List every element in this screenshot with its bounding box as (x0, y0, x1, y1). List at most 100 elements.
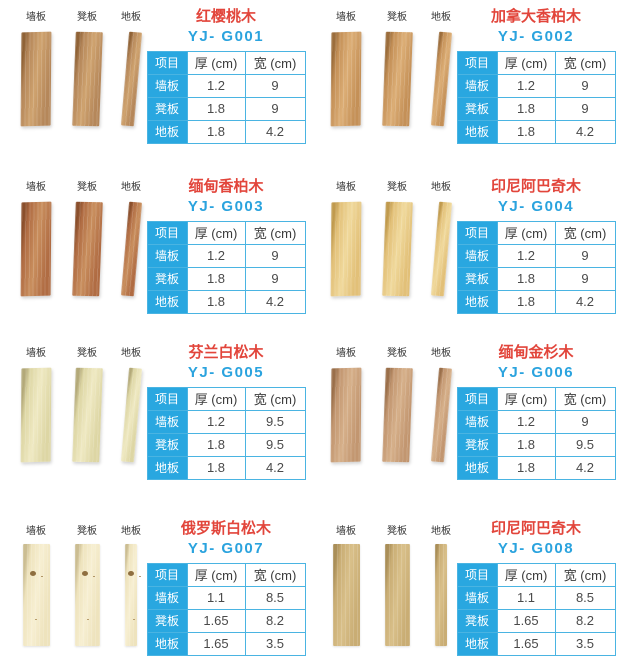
floor-board-label: 地板 (121, 182, 141, 193)
spec-row-wall: 墙板 1.2 9 (456, 243, 616, 268)
product-name: 印尼阿巴奇木 (490, 178, 581, 195)
spec-row-label: 地板 (456, 119, 498, 144)
spec-value-width: 9 (554, 266, 616, 291)
product-name: 芬兰白松木 (188, 344, 264, 361)
spec-row-floor: 地板 1.8 4.2 (146, 289, 306, 314)
product-panel-yj-g007: 墙板 凳板 地板 俄罗斯白松木 YJ- G007 项目 厚 (cm) 宽 (0, 498, 310, 664)
wall-board-photo (330, 367, 362, 463)
spec-value-thickness: 1.8 (186, 432, 246, 457)
board-samples: 墙板 凳板 地板 (322, 8, 458, 127)
spec-row-label: 墙板 (146, 243, 188, 268)
spec-header-thickness: 厚 (cm) (496, 562, 556, 587)
spec-row-bench: 凳板 1.8 9 (456, 266, 616, 291)
bench-board-photo (384, 544, 410, 646)
wall-board-label: 墙板 (336, 348, 356, 359)
spec-value-thickness: 1.2 (496, 73, 556, 98)
wall-board-sample: 墙板 (322, 522, 370, 646)
spec-value-thickness: 1.8 (496, 432, 556, 457)
spec-header-width: 宽 (cm) (244, 50, 306, 75)
spec-header-item: 项目 (456, 50, 498, 75)
wall-board-photo (22, 544, 50, 646)
product-info: 印尼阿巴奇木 YJ- G004 项目 厚 (cm) 宽 (cm) 墙板 1.2 … (456, 178, 616, 314)
product-panel-yj-g002: 墙板 凳板 地板 加拿大香柏木 YJ- G002 项目 厚 (cm) 宽 (310, 0, 620, 166)
spec-value-thickness: 1.8 (186, 119, 246, 144)
spec-header-width: 宽 (cm) (554, 386, 616, 411)
bench-board-label: 凳板 (77, 348, 97, 359)
bench-board-photo (381, 31, 413, 127)
spec-row-label: 地板 (146, 631, 188, 656)
spec-value-width: 9.5 (244, 432, 306, 457)
wall-board-sample: 墙板 (322, 344, 370, 463)
bench-board-photo (381, 367, 413, 463)
floor-board-label: 地板 (121, 12, 141, 23)
spec-table: 项目 厚 (cm) 宽 (cm) 墙板 1.2 9 凳板 1.8 9.5 地板 … (456, 386, 616, 480)
floor-board-sample: 地板 (424, 522, 458, 646)
floor-board-photo (430, 367, 452, 463)
board-samples: 墙板 凳板 地板 (12, 8, 148, 127)
spec-row-label: 凳板 (456, 266, 498, 291)
spec-row-label: 凳板 (456, 96, 498, 121)
wall-board-label: 墙板 (26, 12, 46, 23)
spec-row-bench: 凳板 1.65 8.2 (146, 608, 306, 633)
spec-value-thickness: 1.8 (496, 289, 556, 314)
spec-table: 项目 厚 (cm) 宽 (cm) 墙板 1.2 9 凳板 1.8 9 地板 1.… (456, 50, 616, 144)
spec-value-width: 3.5 (244, 631, 306, 656)
spec-value-thickness: 1.1 (496, 585, 556, 610)
spec-table: 项目 厚 (cm) 宽 (cm) 墙板 1.2 9 凳板 1.8 9 地板 1.… (146, 220, 306, 314)
spec-value-width: 9 (244, 266, 306, 291)
product-info: 加拿大香柏木 YJ- G002 项目 厚 (cm) 宽 (cm) 墙板 1.2 … (456, 8, 616, 144)
spec-row-wall: 墙板 1.1 8.5 (456, 585, 616, 610)
floor-board-photo (120, 201, 142, 297)
spec-value-width: 8.5 (244, 585, 306, 610)
spec-value-width: 4.2 (244, 455, 306, 480)
spec-header-thickness: 厚 (cm) (186, 562, 246, 587)
spec-header-row: 项目 厚 (cm) 宽 (cm) (456, 386, 616, 411)
floor-board-label: 地板 (431, 182, 451, 193)
spec-value-thickness: 1.8 (496, 266, 556, 291)
bench-board-photo (381, 201, 413, 297)
product-info: 印尼阿巴奇木 YJ- G008 项目 厚 (cm) 宽 (cm) 墙板 1.1 … (456, 520, 616, 656)
bench-board-label: 凳板 (77, 182, 97, 193)
spec-value-thickness: 1.2 (186, 409, 246, 434)
spec-header-row: 项目 厚 (cm) 宽 (cm) (456, 50, 616, 75)
spec-value-thickness: 1.8 (186, 455, 246, 480)
spec-row-wall: 墙板 1.2 9 (456, 73, 616, 98)
spec-row-label: 地板 (146, 289, 188, 314)
spec-value-thickness: 1.2 (496, 409, 556, 434)
bench-board-label: 凳板 (387, 182, 407, 193)
spec-row-bench: 凳板 1.8 9 (146, 266, 306, 291)
wall-board-sample: 墙板 (322, 8, 370, 127)
spec-value-width: 9 (554, 73, 616, 98)
product-info: 芬兰白松木 YJ- G005 项目 厚 (cm) 宽 (cm) 墙板 1.2 9… (146, 344, 306, 480)
spec-row-label: 凳板 (146, 432, 188, 457)
wall-board-label: 墙板 (26, 182, 46, 193)
spec-row-label: 地板 (146, 455, 188, 480)
spec-header-width: 宽 (cm) (244, 220, 306, 245)
floor-board-sample: 地板 (114, 522, 148, 646)
spec-value-width: 4.2 (244, 119, 306, 144)
floor-board-label: 地板 (431, 348, 451, 359)
spec-value-thickness: 1.65 (186, 631, 246, 656)
spec-value-width: 9 (244, 243, 306, 268)
spec-header-thickness: 厚 (cm) (496, 50, 556, 75)
spec-value-thickness: 1.8 (186, 266, 246, 291)
wall-board-photo (20, 367, 52, 463)
spec-value-width: 3.5 (554, 631, 616, 656)
spec-row-label: 地板 (146, 119, 188, 144)
spec-header-item: 项目 (146, 220, 188, 245)
spec-value-thickness: 1.2 (496, 243, 556, 268)
spec-row-bench: 凳板 1.8 9.5 (146, 432, 306, 457)
floor-board-sample: 地板 (114, 8, 148, 127)
floor-board-label: 地板 (431, 526, 451, 537)
spec-row-floor: 地板 1.65 3.5 (456, 631, 616, 656)
spec-header-item: 项目 (456, 220, 498, 245)
bench-board-sample: 凳板 (63, 8, 111, 127)
spec-header-width: 宽 (cm) (244, 562, 306, 587)
spec-row-wall: 墙板 1.2 9 (456, 409, 616, 434)
floor-board-photo (430, 201, 452, 297)
spec-value-width: 8.5 (554, 585, 616, 610)
product-info: 俄罗斯白松木 YJ- G007 项目 厚 (cm) 宽 (cm) 墙板 1.1 … (146, 520, 306, 656)
spec-value-thickness: 1.65 (496, 608, 556, 633)
spec-header-item: 项目 (456, 386, 498, 411)
bench-board-label: 凳板 (387, 348, 407, 359)
